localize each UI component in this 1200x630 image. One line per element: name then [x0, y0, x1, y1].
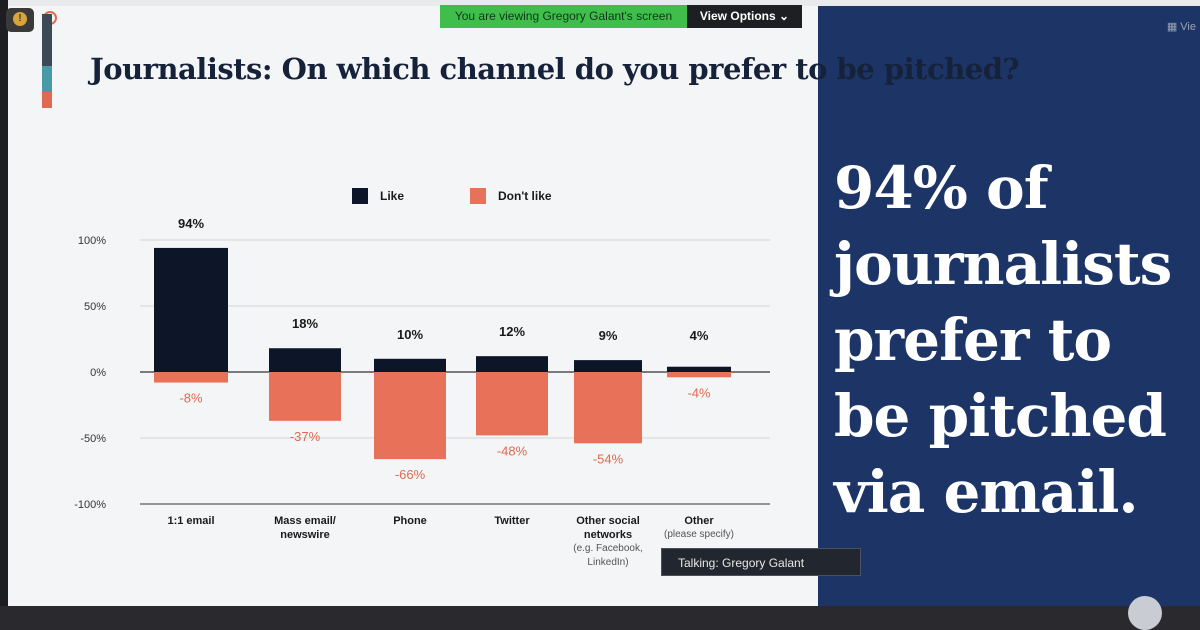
y-tick-label: -50%	[80, 433, 106, 445]
bar-dislike	[374, 372, 446, 460]
bar-like	[476, 356, 548, 372]
y-tick-label: -100%	[74, 499, 106, 511]
bar-dislike	[269, 372, 341, 421]
category-label: Other (please specify)	[663, 515, 735, 540]
y-tick-label: 100%	[78, 235, 106, 247]
screen-share-banner: You are viewing Gregory Galant's screen …	[440, 5, 802, 28]
y-tick-label: 50%	[84, 301, 106, 313]
category-label: Other social networks (e.g. Facebook, Lin…	[573, 515, 643, 568]
category-label: 1:1 email	[167, 515, 215, 527]
value-label-dislike: -37%	[290, 429, 321, 444]
category-label: Phone	[393, 515, 427, 527]
legend-label-dislike: Don't like	[498, 189, 552, 203]
legend-swatch-like	[352, 188, 368, 204]
value-label-dislike: -48%	[497, 443, 528, 458]
legend-swatch-dislike	[470, 188, 487, 204]
value-label-dislike: -54%	[593, 451, 624, 466]
value-label-like: 4%	[690, 328, 709, 343]
grid-icon: ▦	[1166, 21, 1178, 33]
value-label-like: 10%	[397, 327, 423, 342]
bar-like	[269, 348, 341, 372]
value-label-dislike: -66%	[395, 467, 426, 482]
viewing-notice: You are viewing Gregory Galant's screen	[440, 5, 687, 28]
chart-legend: Like Don't like	[352, 188, 552, 204]
view-toggle[interactable]: ▦ Vie	[1166, 21, 1196, 33]
talking-indicator: Talking: Gregory Galant	[661, 548, 861, 576]
value-label-dislike: -4%	[687, 385, 711, 400]
bar-chart: 100% 50% 0% -50% -100% 94% -8% 18% -37% 10% -66% 12…	[74, 216, 770, 511]
bar-dislike	[476, 372, 548, 436]
bar-like	[374, 358, 446, 372]
legend-label-like: Like	[380, 189, 405, 203]
presenter-avatar	[1128, 596, 1162, 630]
category-label: Mass email/ newswire	[274, 515, 336, 541]
value-label-like: 12%	[499, 324, 525, 339]
value-label-like: 18%	[292, 316, 318, 331]
bar-dislike	[667, 372, 731, 378]
value-label-like: 94%	[178, 216, 204, 231]
slide-title: Journalists: On which channel do you pre…	[90, 52, 1020, 86]
chevron-down-icon: ⌄	[779, 9, 790, 23]
bar-like	[667, 366, 731, 372]
bar-dislike	[574, 372, 642, 444]
window-frame-edge	[0, 0, 8, 606]
slide-accent-bar	[42, 14, 52, 108]
bar-dislike	[154, 372, 228, 383]
shield-icon[interactable]: !	[6, 8, 34, 32]
key-stat-text: 94% of journalists prefer to be pitched …	[834, 154, 1172, 526]
value-label-like: 9%	[599, 328, 618, 343]
view-options-button[interactable]: View Options ⌄	[687, 5, 802, 28]
slide-highlight-panel	[818, 6, 1200, 606]
bar-like	[574, 360, 642, 372]
category-label: Twitter	[494, 515, 530, 527]
value-label-dislike: -8%	[179, 391, 203, 406]
y-tick-label: 0%	[90, 367, 106, 379]
bar-like	[154, 247, 228, 372]
